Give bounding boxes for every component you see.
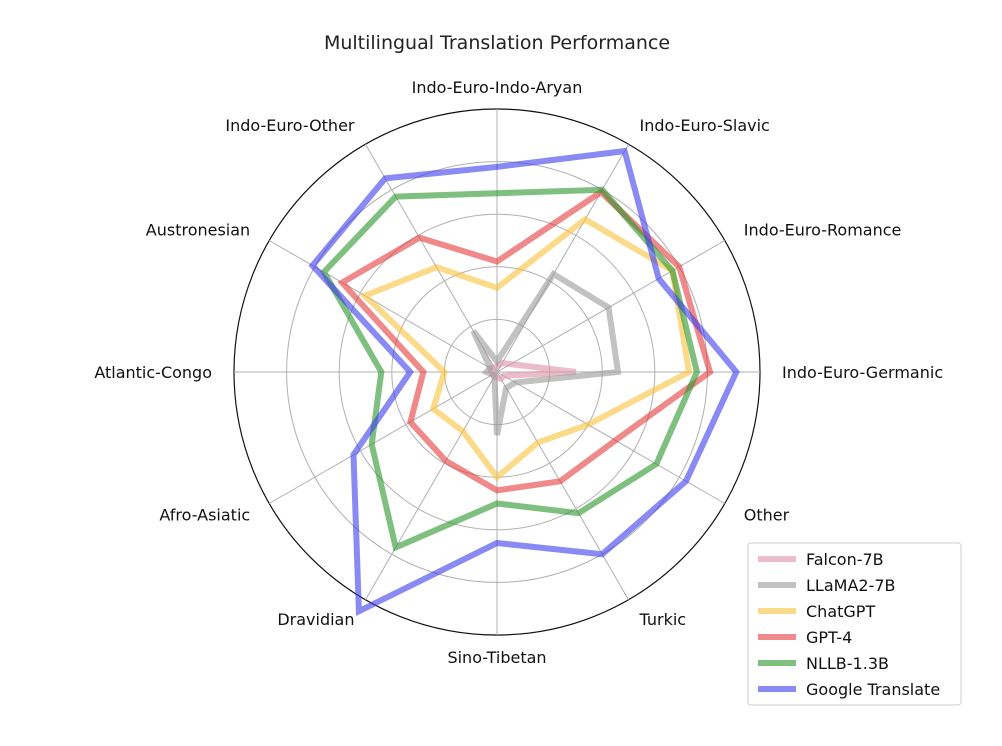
- legend-label: Google Translate: [806, 680, 940, 699]
- legend-label: LLaMA2-7B: [806, 576, 896, 595]
- axis-labels: Indo-Euro-Indo-Aryan Indo-Euro-Slavic Indo…: [94, 78, 943, 667]
- axis-label: Sino-Tibetan: [447, 648, 546, 667]
- grid-layer: [233, 108, 761, 636]
- grid-spoke: [268, 371, 498, 504]
- axis-label: Dravidian: [277, 610, 354, 629]
- series-layer: [308, 147, 740, 616]
- axis-label: Atlantic-Congo: [94, 363, 212, 382]
- axis-label: Indo-Euro-Indo-Aryan: [412, 78, 583, 97]
- axis-label: Indo-Euro-Slavic: [640, 116, 770, 135]
- legend-label: GPT-4: [806, 628, 852, 647]
- series-nllb-1-3b: [320, 186, 701, 552]
- axis-label: Indo-Euro-Germanic: [782, 363, 943, 382]
- axis-label: Indo-Euro-Romance: [744, 221, 902, 240]
- axis-label: Afro-Asiatic: [159, 506, 250, 525]
- legend-label: Falcon-7B: [806, 550, 884, 569]
- legend-box: [747, 542, 962, 706]
- axis-label: Indo-Euro-Other: [225, 116, 355, 135]
- legend-label: NLLB-1.3B: [806, 654, 889, 673]
- grid-spoke: [496, 371, 629, 601]
- grid-spoke: [496, 143, 629, 373]
- legend: Falcon-7B LLaMA2-7B ChatGPT GPT-4 NLLB-1.3B G…: [747, 542, 962, 706]
- series-google-translate: [308, 147, 740, 616]
- series-llama2-7b: [470, 270, 622, 436]
- series-gpt-4: [337, 188, 714, 494]
- axis-label: Other: [744, 506, 790, 525]
- grid-spoke: [365, 371, 498, 601]
- axis-label: Austronesian: [146, 221, 250, 240]
- legend-items: Falcon-7B LLaMA2-7B ChatGPT GPT-4 NLLB-1.3B G…: [758, 550, 940, 699]
- axis-label: Turkic: [639, 610, 687, 629]
- chart-title: Multilingual Translation Performance: [324, 32, 670, 54]
- legend-label: ChatGPT: [806, 602, 875, 621]
- grid-spoke: [268, 240, 498, 373]
